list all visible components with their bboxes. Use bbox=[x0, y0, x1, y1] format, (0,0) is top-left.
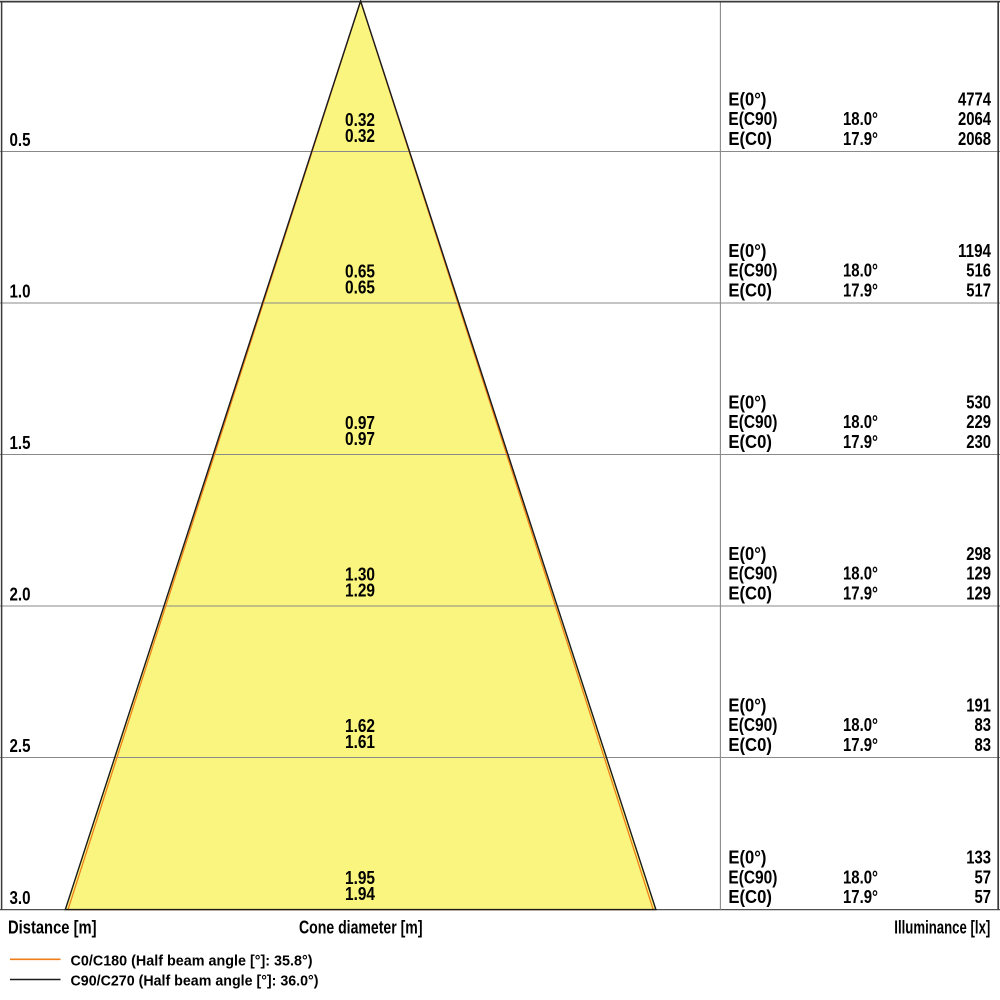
svg-text:18.0°: 18.0° bbox=[843, 412, 878, 432]
svg-text:17.9°: 17.9° bbox=[843, 129, 878, 149]
svg-text:0.32: 0.32 bbox=[345, 126, 375, 146]
svg-text:1.0: 1.0 bbox=[10, 281, 31, 301]
svg-text:1.61: 1.61 bbox=[345, 732, 375, 752]
svg-text:0.97: 0.97 bbox=[345, 429, 375, 449]
svg-text:18.0°: 18.0° bbox=[843, 109, 878, 129]
svg-text:1.95: 1.95 bbox=[345, 868, 375, 888]
svg-text:E(C90): E(C90) bbox=[728, 564, 777, 584]
svg-text:229: 229 bbox=[966, 412, 991, 432]
svg-text:17.9°: 17.9° bbox=[843, 280, 878, 300]
svg-text:0.65: 0.65 bbox=[345, 262, 375, 282]
svg-text:0.5: 0.5 bbox=[10, 130, 31, 150]
svg-text:1.94: 1.94 bbox=[345, 884, 375, 904]
svg-text:C90/C270 (Half beam angle [°]:: C90/C270 (Half beam angle [°]: 36.0°) bbox=[71, 974, 319, 990]
svg-text:3.0: 3.0 bbox=[10, 888, 31, 908]
svg-text:E(0°): E(0°) bbox=[728, 696, 766, 716]
svg-text:18.0°: 18.0° bbox=[843, 261, 878, 281]
svg-text:E(0°): E(0°) bbox=[728, 848, 766, 868]
svg-text:E(C90): E(C90) bbox=[728, 261, 777, 281]
svg-text:E(C0): E(C0) bbox=[728, 583, 772, 603]
svg-text:E(C0): E(C0) bbox=[728, 735, 772, 755]
svg-text:0.65: 0.65 bbox=[345, 278, 375, 298]
svg-text:191: 191 bbox=[966, 696, 991, 716]
svg-text:1194: 1194 bbox=[958, 241, 991, 261]
svg-text:18.0°: 18.0° bbox=[843, 867, 878, 887]
svg-text:516: 516 bbox=[966, 261, 991, 281]
svg-text:17.9°: 17.9° bbox=[843, 583, 878, 603]
svg-text:2068: 2068 bbox=[958, 129, 991, 149]
svg-text:0.32: 0.32 bbox=[345, 110, 375, 130]
svg-text:57: 57 bbox=[975, 887, 992, 907]
svg-text:E(0°): E(0°) bbox=[728, 241, 766, 261]
svg-text:Distance [m]: Distance [m] bbox=[8, 918, 97, 938]
svg-text:57: 57 bbox=[975, 867, 992, 887]
svg-text:18.0°: 18.0° bbox=[843, 564, 878, 584]
svg-text:17.9°: 17.9° bbox=[843, 887, 878, 907]
svg-text:E(0°): E(0°) bbox=[728, 544, 766, 564]
svg-text:517: 517 bbox=[966, 280, 991, 300]
svg-text:Cone diameter [m]: Cone diameter [m] bbox=[299, 918, 423, 938]
svg-text:2064: 2064 bbox=[958, 109, 991, 129]
svg-text:E(0°): E(0°) bbox=[728, 90, 766, 110]
svg-text:230: 230 bbox=[966, 432, 991, 452]
svg-text:E(C90): E(C90) bbox=[728, 412, 777, 432]
svg-text:E(C90): E(C90) bbox=[728, 715, 777, 735]
svg-text:83: 83 bbox=[975, 715, 992, 735]
svg-text:C0/C180 (Half beam angle [°]:: C0/C180 (Half beam angle [°]: 35.8°) bbox=[71, 954, 313, 970]
svg-text:83: 83 bbox=[975, 735, 992, 755]
svg-text:E(C0): E(C0) bbox=[728, 887, 772, 907]
svg-text:129: 129 bbox=[966, 583, 991, 603]
svg-text:17.9°: 17.9° bbox=[843, 735, 878, 755]
svg-text:4774: 4774 bbox=[958, 90, 991, 110]
svg-text:E(C90): E(C90) bbox=[728, 867, 777, 887]
svg-text:E(C0): E(C0) bbox=[728, 280, 772, 300]
svg-text:E(0°): E(0°) bbox=[728, 393, 766, 413]
svg-text:129: 129 bbox=[966, 564, 991, 584]
svg-text:0.97: 0.97 bbox=[345, 413, 375, 433]
svg-text:1.29: 1.29 bbox=[345, 581, 375, 601]
svg-text:Illuminance [lx]: Illuminance [lx] bbox=[894, 918, 990, 938]
svg-text:17.9°: 17.9° bbox=[843, 432, 878, 452]
svg-text:1.30: 1.30 bbox=[345, 565, 375, 585]
svg-text:2.5: 2.5 bbox=[10, 736, 31, 756]
svg-text:E(C90): E(C90) bbox=[728, 109, 777, 129]
svg-text:1.62: 1.62 bbox=[345, 716, 375, 736]
svg-text:E(C0): E(C0) bbox=[728, 432, 772, 452]
svg-text:530: 530 bbox=[966, 393, 991, 413]
svg-text:18.0°: 18.0° bbox=[843, 715, 878, 735]
svg-text:1.5: 1.5 bbox=[10, 433, 31, 453]
svg-text:298: 298 bbox=[966, 544, 991, 564]
svg-text:E(C0): E(C0) bbox=[728, 129, 772, 149]
svg-text:133: 133 bbox=[966, 848, 991, 868]
svg-text:2.0: 2.0 bbox=[10, 584, 31, 604]
